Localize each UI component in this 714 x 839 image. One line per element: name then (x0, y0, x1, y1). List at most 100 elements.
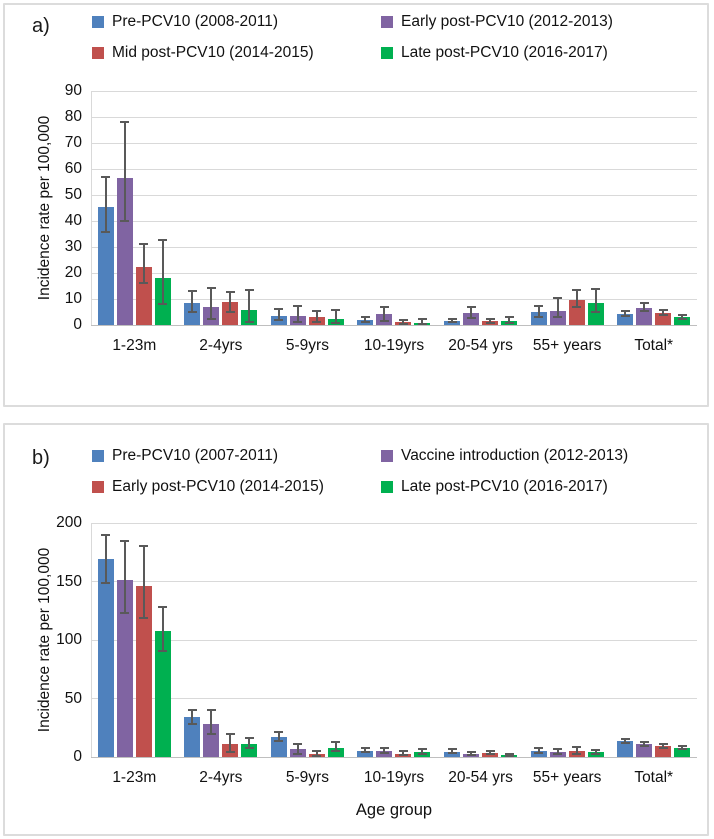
error-bar-cap-top (360, 315, 370, 318)
gridline (91, 116, 697, 118)
error-bar (296, 305, 299, 322)
error-bar-cap-bottom (620, 315, 630, 318)
error-bar-cap-bottom (293, 753, 303, 756)
bar-slot (501, 523, 518, 757)
y-tick-label: 150 (56, 572, 82, 590)
y-tick-label: 40 (64, 212, 82, 229)
error-bar-cap-bottom (101, 581, 111, 584)
bar-group (437, 91, 524, 325)
bar-group (178, 91, 265, 325)
bar-group (610, 91, 697, 325)
x-axis-line (91, 324, 697, 326)
bar-slot (241, 523, 258, 757)
error-bar-cap-top (187, 290, 197, 293)
bar-slot (135, 523, 152, 757)
legend-swatch-icon (381, 450, 393, 462)
gridline (91, 522, 697, 524)
error-bar (383, 306, 386, 322)
gridline (91, 298, 697, 300)
legend-swatch-icon (381, 47, 393, 59)
bar-slot (135, 91, 152, 325)
error-bar-cap-bottom (417, 753, 427, 756)
error-bar-cap-top (398, 318, 408, 321)
error-bar-cap-bottom (398, 322, 408, 325)
error-bar-cap-top (274, 731, 284, 734)
error-bar (402, 750, 405, 756)
error-bar-cap-bottom (398, 754, 408, 757)
error-bar-cap-bottom (225, 751, 235, 754)
error-bar-cap-top (225, 732, 235, 735)
error-bar-cap-bottom (331, 750, 341, 753)
error-bar-cap-bottom (620, 741, 630, 744)
legend-item: Early post-PCV10 (2014-2015) (92, 478, 381, 496)
error-bar-cap-top (120, 539, 130, 542)
error-bar (142, 546, 145, 618)
error-bar (624, 310, 627, 317)
bar-slot (414, 523, 431, 757)
x-tick-label: 10-19yrs (363, 337, 425, 354)
bar-slot (376, 523, 393, 757)
bar-1-2 (116, 178, 133, 325)
bar-slot (482, 523, 499, 757)
bar-slot (530, 523, 547, 757)
bar-4-1 (357, 750, 374, 757)
error-bar-cap-top (293, 304, 303, 307)
legend-swatch-icon (92, 450, 104, 462)
error-bar (334, 309, 337, 324)
y-axis-title: Incidence rate per 100,000 (36, 115, 53, 301)
error-bar-cap-top (274, 308, 284, 311)
error-bar-cap-top (293, 743, 303, 746)
error-bar-cap-bottom (244, 321, 254, 324)
legend-label: Late post-PCV10 (2016-2017) (401, 44, 608, 61)
error-bar-cap-top (639, 740, 649, 743)
error-bar (556, 749, 559, 755)
bar-slot (203, 91, 220, 325)
error-bar (681, 745, 684, 749)
error-bar-cap-bottom (677, 318, 687, 321)
error-bar (489, 318, 492, 323)
error-bar (402, 319, 405, 324)
error-bar-cap-top (187, 709, 197, 712)
bar-2-1 (184, 303, 201, 325)
legend-label: Early post-PCV10 (2012-2013) (401, 13, 613, 30)
bar-slot (222, 523, 239, 757)
error-bar-cap-bottom (206, 732, 216, 735)
error-bar (296, 744, 299, 755)
bar-slot (289, 91, 306, 325)
bar-group (91, 91, 178, 325)
bar-slot (636, 523, 653, 757)
legend-label: Vaccine introduction (2012-2013) (401, 447, 629, 464)
bar-slot (116, 523, 133, 757)
bar-2-3 (222, 302, 239, 325)
bar-slot (357, 91, 374, 325)
bar-slot (444, 91, 461, 325)
error-bar (123, 540, 126, 614)
bar-slot (270, 91, 287, 325)
gridline (91, 220, 697, 222)
error-bar (229, 291, 232, 312)
error-bar (104, 534, 107, 583)
error-bar (123, 122, 126, 221)
error-bar (662, 743, 665, 748)
error-bar-cap-top (398, 749, 408, 752)
bar-7-4 (674, 747, 691, 757)
bar-slot (587, 523, 604, 757)
error-bar (383, 748, 386, 753)
error-bar-cap-bottom (677, 747, 687, 750)
error-bar-cap-top (504, 752, 514, 755)
bar-6-2 (549, 310, 566, 325)
x-tick-label: 2-4yrs (199, 337, 243, 354)
bar-slot (184, 91, 201, 325)
bar-slot (501, 91, 518, 325)
error-bar-cap-top (534, 304, 544, 307)
error-bar-cap-top (225, 290, 235, 293)
bar-slot (674, 91, 691, 325)
error-bar-cap-top (658, 308, 668, 311)
error-bar-cap-bottom (485, 321, 495, 324)
y-tick-label: 30 (64, 238, 82, 255)
bar-1-3 (135, 266, 152, 325)
error-bar-cap-top (244, 736, 254, 739)
error-bar-cap-top (244, 288, 254, 291)
error-bar (643, 741, 646, 746)
legend-swatch-icon (92, 16, 104, 28)
